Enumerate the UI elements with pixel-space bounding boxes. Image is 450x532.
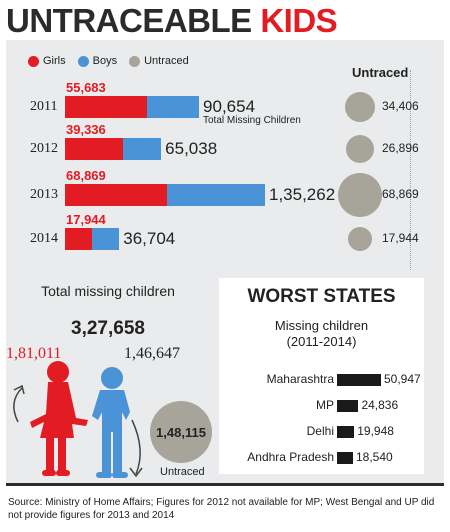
state-bar	[337, 374, 381, 386]
year-label: 2012	[30, 141, 58, 157]
legend-label-boys: Boys	[93, 55, 117, 67]
boys-bar	[147, 96, 199, 118]
summary-total: 3,27,658	[38, 318, 178, 340]
legend: Girls Boys Untraced	[28, 55, 189, 67]
state-value-label: 19,948	[357, 424, 394, 438]
state-bar	[337, 426, 354, 438]
boys-bar	[123, 138, 161, 160]
state-name-label: Maharashtra	[267, 372, 334, 386]
girls-bar	[65, 96, 147, 118]
untraced-value-label: 68,869	[382, 187, 419, 201]
boys-bar	[167, 184, 265, 206]
untraced-value-label: 34,406	[382, 99, 419, 113]
untraced-heading: Untraced	[352, 65, 408, 80]
girls-value-label: 39,336	[66, 122, 106, 137]
untraced-total-circle: 1,48,115	[150, 401, 212, 463]
legend-label-untraced: Untraced	[144, 55, 189, 67]
girls-value-label: 55,683	[66, 80, 106, 95]
total-value-label: 36,704	[123, 229, 175, 249]
untraced-value-label: 17,944	[382, 231, 419, 245]
legend-item-girls: Girls	[28, 55, 66, 67]
girls-swatch-icon	[28, 56, 39, 67]
worst-states-subtitle-line2: (2011-2014)	[219, 334, 424, 350]
girls-value-label: 68,869	[66, 168, 106, 183]
untraced-circle	[338, 173, 382, 217]
boys-bar	[92, 228, 120, 250]
legend-item-untraced: Untraced	[129, 55, 189, 67]
state-value-label: 18,540	[356, 450, 393, 464]
summary-label: Total missing children	[38, 283, 178, 299]
state-bar	[337, 452, 353, 464]
worst-states-box: WORST STATES Missing children (2011-2014…	[219, 278, 424, 474]
legend-label-girls: Girls	[43, 55, 66, 67]
total-missing-label: Total Missing Children	[203, 115, 301, 126]
girl-icon	[30, 361, 88, 476]
legend-item-boys: Boys	[78, 55, 117, 67]
untraced-swatch-icon	[129, 56, 140, 67]
untraced-circle	[346, 135, 374, 163]
title-part-1: UNTRACEABLE	[6, 2, 252, 39]
year-label: 2013	[30, 187, 58, 203]
total-value-label: 90,654	[203, 97, 255, 117]
state-name-label: Andhra Pradesh	[247, 450, 334, 464]
state-bar	[337, 400, 358, 412]
year-label: 2011	[30, 99, 57, 115]
total-value-label: 1,35,262	[269, 185, 335, 205]
state-value-label: 24,836	[361, 398, 398, 412]
boy-icon	[92, 367, 130, 478]
girls-bar	[65, 184, 167, 206]
arrow-left-icon	[14, 386, 24, 422]
source-note: Source: Ministry of Home Affairs; Figure…	[8, 496, 442, 522]
untraced-total-label: Untraced	[160, 466, 205, 478]
state-name-label: Delhi	[307, 424, 334, 438]
girls-bar	[65, 138, 123, 160]
arrow-right-icon	[130, 420, 142, 476]
girls-bar	[65, 228, 92, 250]
worst-states-subtitle-line1: Missing children	[219, 318, 424, 334]
state-value-label: 50,947	[384, 372, 421, 386]
untraced-value-label: 26,896	[382, 141, 419, 155]
title-part-2: KIDS	[260, 2, 337, 39]
worst-states-subtitle: Missing children (2011-2014)	[219, 318, 424, 350]
total-value-label: 65,038	[165, 139, 217, 159]
year-label: 2014	[30, 231, 58, 247]
state-name-label: MP	[316, 398, 334, 412]
boys-swatch-icon	[78, 56, 89, 67]
worst-states-title: WORST STATES	[219, 286, 424, 308]
girls-value-label: 17,944	[66, 212, 106, 227]
untraced-total-value: 1,48,115	[156, 425, 206, 440]
page-title: UNTRACEABLE KIDS	[6, 2, 337, 40]
